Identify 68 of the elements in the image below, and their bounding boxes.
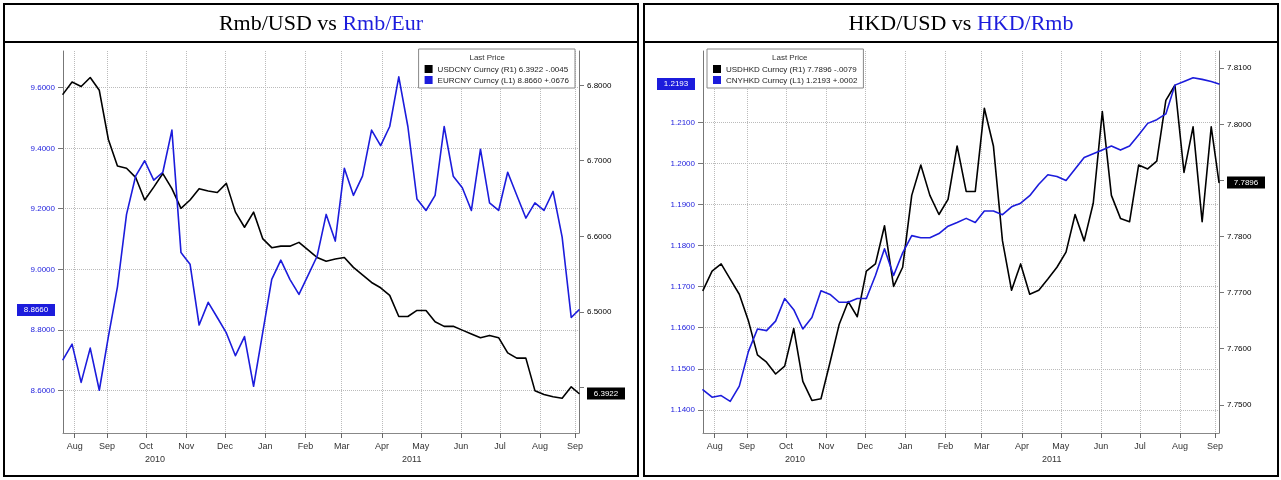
x-tick-label: Nov	[818, 440, 835, 451]
y2-tick-label: 7.8100	[1227, 63, 1253, 73]
y-tick-label: 9.2000	[30, 203, 56, 213]
x2-tick-label: 2011	[402, 453, 422, 464]
text: 7.7896	[1233, 177, 1259, 187]
x-tick-label: Feb	[937, 440, 954, 451]
y-tick-label: 9.4000	[30, 143, 56, 153]
x-tick-label: Jul	[1134, 440, 1146, 451]
y-tick-label: 1.1600	[670, 323, 696, 333]
y2-tick-label: 7.7800	[1227, 231, 1253, 241]
x-tick-label: Mar	[973, 440, 990, 451]
y-tick-label: 1.1500	[670, 364, 696, 374]
y-tick-label: 9.6000	[30, 82, 56, 92]
legend-label: USDCNY Curncy (R1) 6.3922 -.0045	[437, 64, 569, 74]
x-tick-label: Oct	[138, 440, 154, 451]
x-tick-label: Apr	[374, 440, 389, 451]
x-tick-label: Aug	[706, 440, 723, 451]
x2-tick-label: 2010	[785, 453, 806, 464]
y2-tick-label: 7.7600	[1227, 344, 1253, 354]
legend-title: Last Price	[469, 52, 506, 62]
text: 6.3922	[593, 388, 619, 398]
text: 8.8660	[23, 305, 49, 315]
x-tick-label: Sep	[99, 440, 116, 451]
y-tick-label: 1.1400	[670, 405, 696, 415]
y-tick-label: 8.8000	[30, 325, 56, 335]
x-tick-label: Aug	[1172, 440, 1189, 451]
x-tick-label: Nov	[178, 440, 195, 451]
x-tick-label: Jan	[897, 440, 913, 451]
legend-label: CNYHKD Curncy (L1) 1.2193 +.0002	[726, 75, 858, 85]
x-tick-label: Jun	[453, 440, 469, 451]
x-tick-label: Dec	[217, 440, 234, 451]
y2-tick-label: 6.6000	[587, 231, 613, 241]
legend-title: Last Price	[772, 52, 809, 62]
text: 1.2193	[663, 79, 689, 89]
x-tick-label: Sep	[1207, 440, 1224, 451]
y2-tick-label: 7.8000	[1227, 119, 1253, 129]
legend-label: USDHKD Curncy (R1) 7.7896 -.0079	[726, 64, 858, 74]
y2-tick-label: 6.7000	[587, 156, 613, 166]
x-tick-label: Jan	[257, 440, 273, 451]
x-tick-label: Apr	[1014, 440, 1029, 451]
legend-label: EURCNY Curncy (L1) 8.8660 +.0676	[437, 75, 570, 85]
x-tick-label: Feb	[297, 440, 314, 451]
y2-tick-label: 7.7700	[1227, 287, 1253, 297]
y2-tick-label: 6.8000	[587, 80, 613, 90]
y-tick-label: 1.2000	[670, 158, 696, 168]
y-tick-label: 1.1800	[670, 240, 696, 250]
x-tick-label: Sep	[567, 440, 584, 451]
y-tick-label: 8.6000	[30, 385, 56, 395]
chart-title: Rmb/USD vs Rmb/Eur	[218, 9, 424, 36]
chart-title: HKD/USD vs HKD/Rmb	[848, 9, 1074, 36]
y2-tick-label: 6.5000	[587, 307, 613, 317]
x-tick-label: May	[1052, 440, 1070, 451]
x2-tick-label: 2010	[145, 453, 166, 464]
x-tick-label: Jul	[494, 440, 506, 451]
y2-tick-label: 7.7500	[1227, 400, 1253, 410]
x-tick-label: Jun	[1093, 440, 1109, 451]
x-tick-label: Sep	[739, 440, 756, 451]
y-tick-label: 9.0000	[30, 264, 56, 274]
x-tick-label: Aug	[66, 440, 83, 451]
x-tick-label: Oct	[778, 440, 794, 451]
y-tick-label: 1.1700	[670, 281, 696, 291]
y-tick-label: 1.1900	[670, 199, 696, 209]
x2-tick-label: 2011	[1042, 453, 1062, 464]
y-tick-label: 1.2100	[670, 117, 696, 127]
x-tick-label: Dec	[857, 440, 874, 451]
x-tick-label: Aug	[532, 440, 549, 451]
x-tick-label: May	[412, 440, 430, 451]
x-tick-label: Mar	[333, 440, 350, 451]
